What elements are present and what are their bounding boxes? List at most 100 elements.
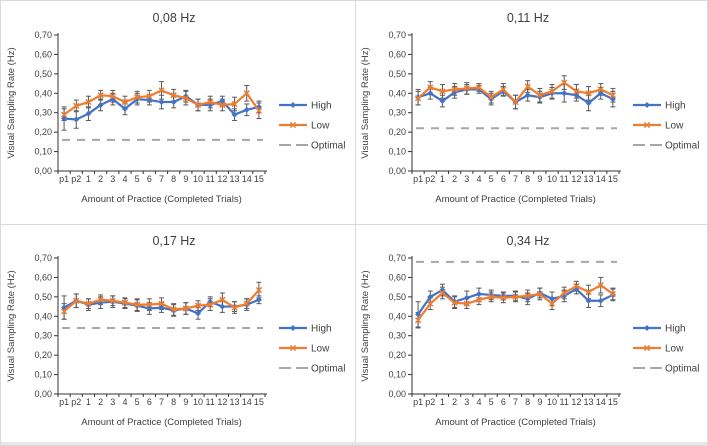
legend-diamond-marker xyxy=(290,325,296,331)
x-tick-label: 12 xyxy=(217,174,227,184)
x-marker xyxy=(97,296,104,303)
y-tick-label: 0,70 xyxy=(388,253,406,263)
x-marker xyxy=(60,111,68,118)
y-tick-label: 0,60 xyxy=(34,49,52,59)
x-tick-label: 13 xyxy=(584,397,594,407)
x-tick-label: 2 xyxy=(452,174,457,184)
x-tick-label: 9 xyxy=(537,397,542,407)
chart-0-34hz: 0,34 Hz 0,00 0,10 0,20 0,30 0,40 0,50 0,60 0,70 p… xyxy=(360,234,699,428)
x-tick-label: 14 xyxy=(242,174,252,184)
y-axis-title: Visual Sampling Rate (Hz) xyxy=(6,47,17,158)
x-tick-label: p1 xyxy=(59,174,69,184)
x-tick-label: 12 xyxy=(571,397,581,407)
x-tick-label: 4 xyxy=(476,174,481,184)
y-tick-label: 0,00 xyxy=(388,389,406,399)
x-tick-label: 7 xyxy=(513,174,518,184)
y-axis-title: Visual Sampling Rate (Hz) xyxy=(6,270,17,381)
legend-label-optimal: Optimal xyxy=(311,364,345,375)
x-marker xyxy=(536,92,543,99)
x-marker xyxy=(427,84,434,91)
x-tick-label: 4 xyxy=(122,174,127,184)
x-axis-title: Amount of Practice (Completed Trials) xyxy=(81,194,242,205)
diamond-marker xyxy=(475,290,482,297)
chart-title: 0,34 Hz xyxy=(506,234,549,248)
y-tick-label: 0,30 xyxy=(388,331,406,341)
table-gridline-vertical xyxy=(355,1,356,443)
x-tick-label: 7 xyxy=(159,174,164,184)
x-marker xyxy=(585,90,592,97)
x-marker xyxy=(219,296,226,303)
diamond-marker xyxy=(439,98,446,105)
chart-0-11hz: 0,11 Hz 0,00 0,10 0,20 0,30 0,40 0,50 0,60 0,70 p… xyxy=(360,11,699,205)
diamond-marker xyxy=(243,106,250,113)
y-tick-label: 0,40 xyxy=(34,88,52,98)
legend-label-low: Low xyxy=(665,121,684,132)
x-marker xyxy=(475,84,483,91)
diamond-marker xyxy=(195,310,202,317)
y-tick-label: 0,70 xyxy=(388,30,406,40)
x-marker xyxy=(170,306,177,313)
y-axis-title: Visual Sampling Rate (Hz) xyxy=(360,270,371,381)
diamond-marker xyxy=(427,90,434,97)
legend-label-low: Low xyxy=(311,344,330,355)
x-tick-label: 3 xyxy=(464,397,469,407)
x-marker xyxy=(231,100,238,108)
y-tick-label: 0,70 xyxy=(34,30,52,40)
diamond-marker xyxy=(597,297,604,304)
y-tick-label: 0,60 xyxy=(34,272,52,282)
x-tick-label: 7 xyxy=(159,397,164,407)
x-tick-label: p1 xyxy=(413,174,423,184)
y-tick-label: 0,00 xyxy=(34,389,52,399)
x-tick-label: 9 xyxy=(183,174,188,184)
diamond-marker xyxy=(585,297,592,304)
x-tick-label: 15 xyxy=(254,174,264,184)
x-tick-label: 6 xyxy=(501,174,506,184)
chart-title: 0,08 Hz xyxy=(152,11,195,25)
x-tick-label: 15 xyxy=(254,397,264,407)
x-marker xyxy=(488,293,495,300)
x-marker xyxy=(597,282,604,289)
chart-panel-0-17hz: 0,17 Hz 0,00 0,10 0,20 0,30 0,40 0,50 0,60 0,70 p… xyxy=(1,224,355,443)
y-tick-label: 0,50 xyxy=(388,69,406,79)
x-marker xyxy=(500,294,507,301)
x-tick-label: 8 xyxy=(525,174,530,184)
x-tick-label: 5 xyxy=(135,397,140,407)
x-marker xyxy=(427,300,434,307)
x-marker xyxy=(85,98,92,106)
x-marker xyxy=(158,300,165,307)
x-marker xyxy=(182,95,189,102)
x-marker xyxy=(121,98,129,106)
y-tick-label: 0,50 xyxy=(34,69,52,79)
x-tick-label: p2 xyxy=(425,174,435,184)
legend-label-high: High xyxy=(665,324,686,335)
x-marker xyxy=(207,301,214,308)
x-tick-label: 6 xyxy=(501,397,506,407)
diamond-marker xyxy=(585,100,592,106)
x-marker xyxy=(439,88,446,95)
x-marker xyxy=(97,92,104,99)
diamond-marker xyxy=(85,110,92,117)
y-tick-label: 0,40 xyxy=(388,311,406,321)
legend-label-low: Low xyxy=(311,121,330,132)
x-marker xyxy=(194,302,202,309)
x-marker xyxy=(463,85,470,92)
x-marker xyxy=(536,290,543,298)
diamond-marker xyxy=(524,92,531,99)
diamond-marker xyxy=(561,90,568,97)
x-tick-label: 1 xyxy=(440,174,445,184)
x-tick-label: 12 xyxy=(571,174,581,184)
chart-title: 0,17 Hz xyxy=(152,234,195,248)
x-tick-label: 3 xyxy=(110,397,115,407)
x-marker xyxy=(134,94,141,101)
y-tick-label: 0,10 xyxy=(388,147,406,157)
y-tick-label: 0,60 xyxy=(388,272,406,282)
x-marker xyxy=(255,286,263,294)
x-tick-label: 4 xyxy=(476,397,481,407)
diamond-marker xyxy=(158,304,165,311)
chart-panel-0-11hz: 0,11 Hz 0,00 0,10 0,20 0,30 0,40 0,50 0,60 0,70 p… xyxy=(355,1,707,220)
legend-label-optimal: Optimal xyxy=(311,141,345,152)
y-tick-label: 0,10 xyxy=(34,370,52,380)
x-marker xyxy=(207,98,214,106)
diamond-marker xyxy=(219,303,226,310)
diamond-marker xyxy=(415,311,422,318)
